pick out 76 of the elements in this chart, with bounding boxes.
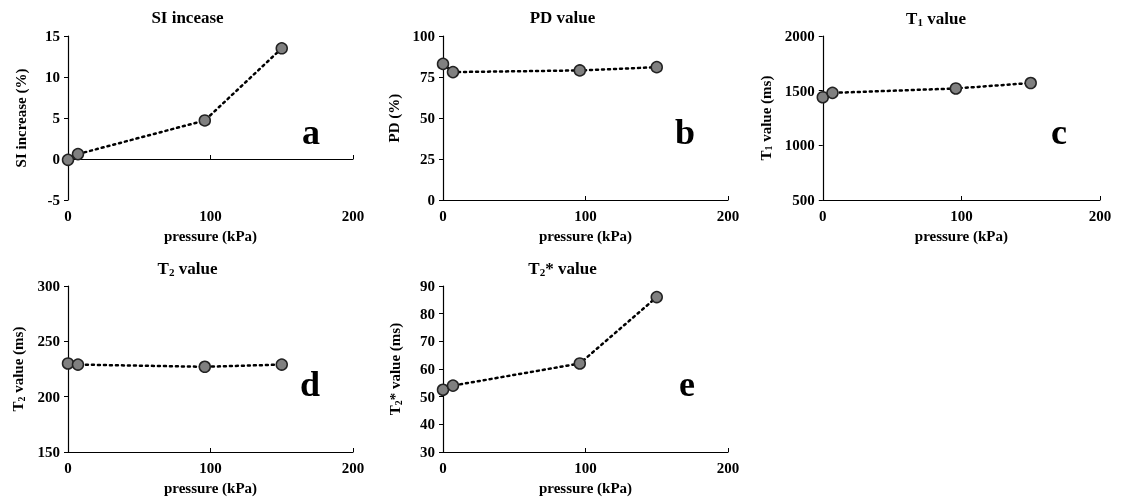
point	[949, 82, 963, 95]
point	[436, 383, 450, 396]
point	[650, 290, 663, 304]
x-axis-title: pressure (kPa)	[538, 479, 633, 497]
y-tick-label: 500	[792, 192, 815, 208]
x-tick-label: 100	[574, 207, 597, 224]
point	[61, 153, 75, 167]
y-tick-label: 50	[420, 388, 435, 405]
y-tick-label: 300	[37, 278, 60, 294]
point	[1024, 76, 1037, 90]
y-tick-label: 1500	[784, 82, 815, 99]
y-axis-title: T2 value (ms)	[10, 326, 28, 412]
annotation: d	[299, 364, 321, 404]
y-tick-label: 25	[420, 151, 435, 167]
y-tick-label: 90	[420, 278, 435, 294]
x-tick-label: 100	[574, 459, 597, 476]
point	[436, 57, 450, 71]
y-tick-label: 70	[420, 333, 435, 350]
x-tick-label: 0	[64, 207, 72, 224]
y-tick-label: 40	[420, 416, 435, 433]
point	[650, 60, 663, 74]
annotation: b	[674, 112, 696, 152]
chart-title: SI incease	[151, 8, 225, 27]
y-tick-label: 100	[412, 28, 435, 44]
x-tick-label: 0	[819, 207, 827, 224]
y-tick-label: 250	[37, 333, 60, 350]
x-axis-title: pressure (kPa)	[538, 227, 633, 245]
annotation: a	[302, 112, 320, 152]
annotation: e	[679, 364, 696, 404]
y-tick-label: 75	[420, 69, 435, 85]
x-tick-label: 100	[199, 459, 222, 476]
y-axis-title: SI increase (%)	[12, 68, 30, 168]
x-tick-label: 200	[716, 207, 740, 224]
x-tick-label: 200	[341, 207, 365, 224]
y-tick-label: 15	[45, 28, 60, 44]
x-tick-label: 0	[439, 459, 447, 476]
chart-title: T1 value	[906, 8, 967, 29]
point	[816, 90, 830, 104]
y-tick-label: 1000	[784, 137, 815, 154]
x-tick-label: 0	[439, 207, 447, 224]
y-tick-label: 30	[420, 444, 435, 460]
point	[275, 42, 288, 55]
y-tick-label: 5	[52, 110, 60, 126]
y-tick-label: 200	[37, 388, 60, 405]
y-tick-label: 10	[45, 69, 60, 85]
x-tick-label: 0	[64, 459, 72, 476]
point	[446, 379, 460, 392]
y-tick-label: 2000	[784, 28, 815, 44]
chart-title: T2 value	[157, 258, 218, 279]
y-axis-title: T1 value (ms)	[757, 75, 775, 161]
x-axis-title: pressure (kPa)	[163, 227, 258, 245]
y-tick-label: 60	[420, 361, 435, 377]
chart-title: T2* value	[528, 258, 598, 279]
annotation: c	[1051, 112, 1068, 152]
point	[198, 114, 212, 127]
point	[573, 64, 587, 77]
y-tick-label: 80	[420, 305, 435, 322]
point	[573, 357, 587, 370]
y-tick-label: 150	[37, 444, 60, 460]
point	[446, 65, 460, 79]
point	[71, 147, 85, 161]
y-axis-title: PD (%)	[386, 93, 404, 143]
chart-title: PD value	[529, 8, 596, 27]
y-tick-label: -5	[47, 192, 60, 208]
x-tick-label: 200	[1088, 207, 1112, 224]
y-axis-title: T2* value (ms)	[386, 322, 404, 416]
x-tick-label: 200	[716, 459, 740, 476]
x-axis-title: pressure (kPa)	[163, 479, 258, 497]
x-axis-title: pressure (kPa)	[914, 227, 1008, 245]
x-tick-label: 200	[341, 459, 365, 476]
y-tick-label: 50	[420, 110, 435, 126]
x-tick-label: 100	[199, 207, 222, 224]
y-tick-label: 0	[427, 192, 435, 208]
x-tick-label: 100	[950, 207, 973, 224]
y-tick-label: 0	[52, 151, 60, 167]
point	[826, 86, 839, 100]
